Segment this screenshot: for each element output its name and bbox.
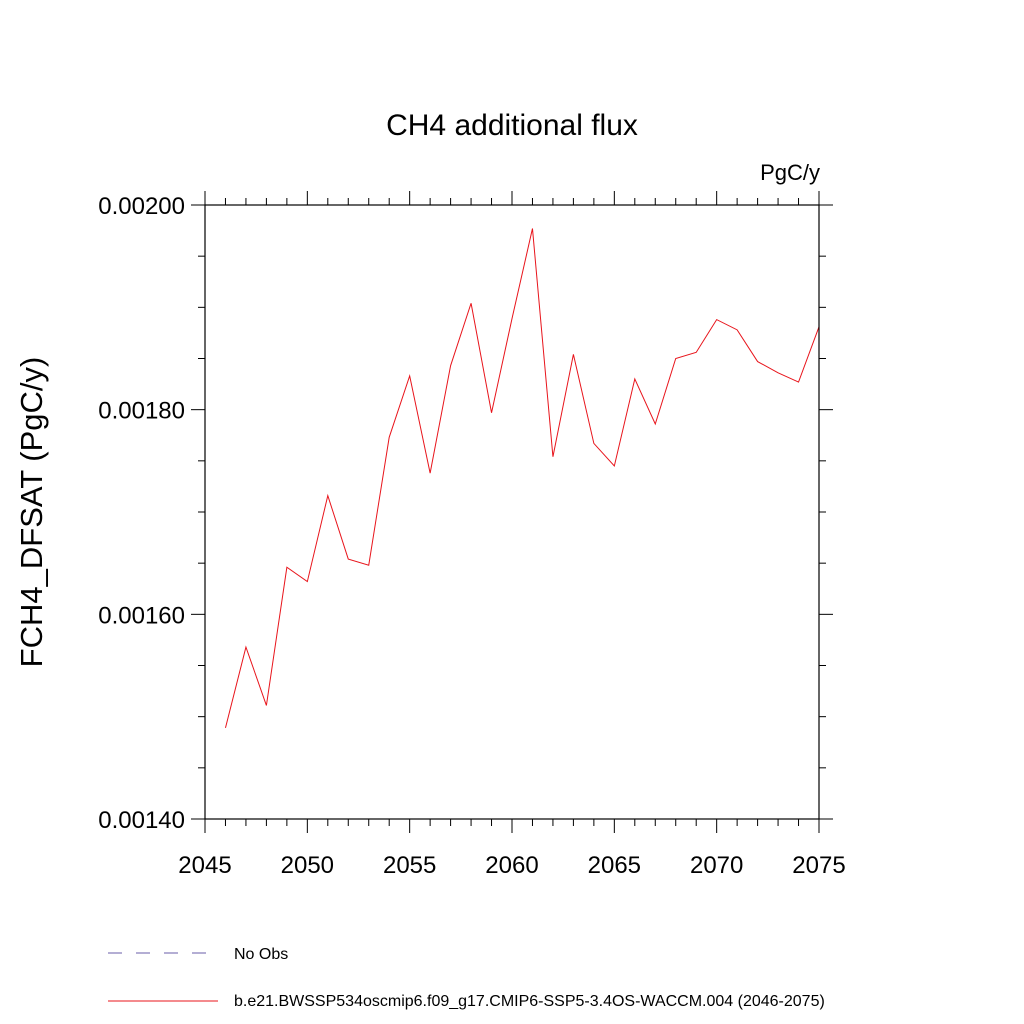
plot-frame: [204, 204, 820, 820]
x-tick-label: 2060: [485, 852, 538, 879]
x-tick-label: 2050: [281, 852, 334, 879]
y-tick-label: 0.00140: [98, 807, 185, 834]
y-tick-label: 0.00160: [98, 602, 185, 629]
y-axis-title: FCH4_DFSAT (PgC/y): [14, 357, 49, 668]
y-tick-label: 0.00200: [98, 193, 185, 220]
series-line: [224, 228, 820, 729]
tick-labels: 2045 2050 2055 2060 2065 2070 2075 0.00140 0.001…: [98, 193, 845, 879]
chart-title: CH4 additional flux: [386, 109, 638, 142]
x-tick-label: 2070: [690, 852, 743, 879]
units-label: PgC/y: [760, 160, 820, 185]
x-tick-label: 2075: [792, 852, 845, 879]
y-tick-label: 0.00180: [98, 398, 185, 425]
x-tick-label: 2055: [383, 852, 436, 879]
legend-label-model: b.e21.BWSSP534oscmip6.f09_g17.CMIP6-SSP5…: [234, 993, 825, 1010]
legend-label-no-obs: No Obs: [234, 946, 288, 963]
x-tick-label: 2045: [178, 852, 231, 879]
series-layer: [224, 228, 820, 729]
x-tick-label: 2065: [588, 852, 641, 879]
legend: No Obs b.e21.BWSSP534oscmip6.f09_g17.CMI…: [108, 946, 825, 1010]
axis-ticks: [191, 191, 833, 833]
